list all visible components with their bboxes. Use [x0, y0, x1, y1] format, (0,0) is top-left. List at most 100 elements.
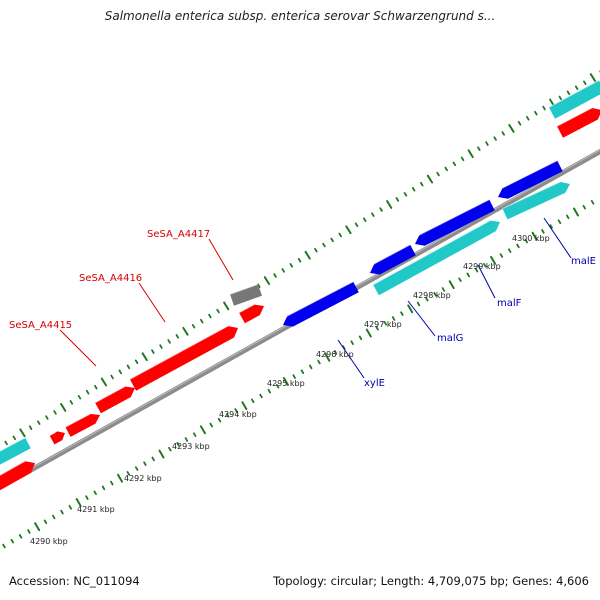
- gene-red-body: [95, 386, 135, 414]
- gene-SeSA_A4417-red-highlight: [238, 304, 255, 314]
- minor-tick: [209, 422, 214, 428]
- minor-tick: [167, 339, 171, 344]
- minor-tick: [354, 222, 359, 228]
- minor-tick: [143, 461, 147, 467]
- minor-tick: [37, 420, 41, 425]
- major-tick: [199, 425, 206, 435]
- major-tick: [158, 449, 165, 459]
- major-tick: [386, 200, 393, 209]
- minor-tick: [419, 181, 424, 187]
- major-tick: [182, 326, 189, 336]
- minor-tick: [27, 529, 31, 534]
- leader-SeSA_A4416: [138, 282, 166, 323]
- gene-xylE-body: [283, 281, 359, 327]
- minor-tick: [191, 323, 196, 329]
- major-tick: [531, 231, 538, 241]
- minor-tick: [403, 192, 408, 197]
- kbp-label: 4290 kbp: [30, 537, 68, 546]
- minor-tick: [333, 350, 338, 355]
- feature-cyan-left-highlight: [0, 437, 26, 452]
- gene-SeSA_A4417-red-body: [239, 304, 264, 324]
- minor-tick: [526, 116, 530, 121]
- minor-tick: [477, 146, 481, 151]
- label-leaders: [59, 217, 572, 379]
- major-tick: [589, 73, 597, 82]
- minor-tick: [12, 435, 17, 441]
- minor-tick: [458, 277, 462, 283]
- gene-features: [0, 79, 600, 491]
- major-tick: [508, 124, 515, 133]
- minor-tick: [524, 238, 528, 244]
- gene-SeSA_A4417: [229, 283, 262, 306]
- minor-tick: [69, 400, 74, 405]
- minor-tick: [371, 212, 375, 217]
- minor-tick: [375, 325, 379, 331]
- minor-tick: [93, 490, 97, 496]
- minor-tick: [267, 388, 272, 394]
- gene-red: [94, 385, 135, 414]
- major-tick: [100, 377, 108, 387]
- gene-red-edge-highlight: [0, 460, 26, 476]
- minor-tick: [416, 301, 421, 307]
- genome-summary-text: Topology: circular; Length: 4,709,075 bp…: [273, 574, 589, 588]
- gene-SeSA_A4417-highlight: [229, 283, 259, 295]
- minor-tick: [350, 340, 354, 346]
- minor-tick: [516, 243, 520, 249]
- major-tick: [75, 498, 82, 507]
- minor-tick: [126, 471, 131, 476]
- gene-malG-body: [370, 244, 416, 275]
- minor-tick: [234, 408, 238, 413]
- feature-cyan-malF: [372, 220, 500, 296]
- minor-tick: [308, 364, 313, 370]
- major-tick: [304, 250, 311, 260]
- minor-tick: [534, 110, 538, 116]
- gene-red-edge: [0, 460, 35, 491]
- gene-SeSA_A4416-body: [129, 326, 238, 391]
- gene-label-malG: malG: [437, 333, 463, 344]
- kbp-label: 4299 kbp: [463, 262, 501, 271]
- leader-malG: [407, 300, 436, 337]
- minor-tick: [85, 495, 89, 500]
- minor-tick: [342, 345, 346, 350]
- minor-tick: [4, 440, 8, 446]
- major-tick: [365, 328, 372, 338]
- kbp-label: 4300 kbp: [512, 234, 550, 243]
- gene-labels: SeSA_A4415 SeSA_A4416 SeSA_A4417 xylE ma…: [9, 229, 596, 389]
- minor-tick: [441, 287, 446, 292]
- minor-tick: [400, 311, 404, 316]
- minor-tick: [566, 214, 570, 220]
- minor-tick: [151, 349, 155, 354]
- minor-tick: [217, 417, 222, 423]
- minor-tick: [259, 393, 263, 399]
- kbp-label: 4293 kbp: [172, 442, 210, 451]
- gene-label-SeSA_A4416: SeSA_A4416: [79, 273, 142, 284]
- gene-malE-body: [498, 160, 563, 199]
- minor-tick: [126, 364, 131, 370]
- gene-label-malE: malE: [571, 256, 596, 267]
- major-tick: [490, 255, 497, 265]
- minor-tick: [362, 217, 367, 223]
- minor-tick: [85, 389, 90, 395]
- minor-tick: [226, 412, 230, 418]
- minor-tick: [466, 272, 471, 278]
- minor-tick: [590, 199, 595, 205]
- minor-tick: [395, 197, 400, 202]
- gene-red: [65, 413, 100, 437]
- gene-label-xylE: xylE: [364, 378, 385, 389]
- leader-SeSA_A4415: [59, 329, 97, 367]
- major-tick: [60, 403, 67, 412]
- minor-tick: [134, 359, 139, 365]
- major-tick: [407, 304, 414, 314]
- minor-tick: [338, 232, 343, 238]
- leader-xylE: [337, 339, 365, 379]
- minor-tick: [566, 90, 571, 96]
- minor-tick: [192, 432, 197, 437]
- minor-tick: [101, 485, 106, 491]
- minor-tick: [574, 85, 579, 90]
- feature-cyan-top: [548, 79, 600, 119]
- gene-xylE: [279, 281, 359, 327]
- minor-tick: [541, 229, 545, 234]
- minor-tick: [292, 374, 296, 379]
- gene-label-malF: malF: [497, 298, 522, 309]
